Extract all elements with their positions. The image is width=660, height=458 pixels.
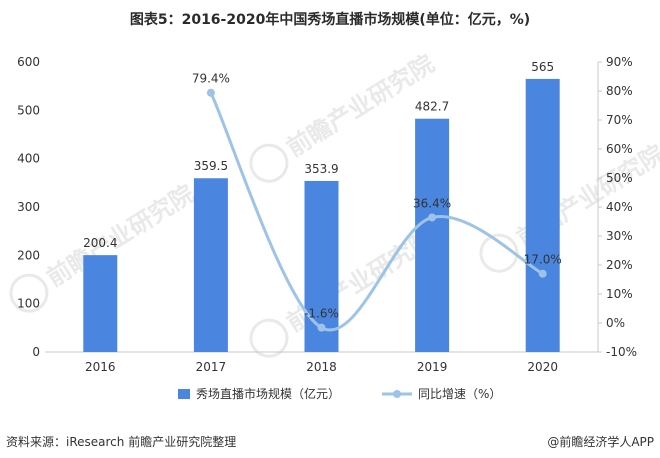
bar	[304, 180, 339, 352]
y-right-tick-label: 50%	[606, 171, 633, 185]
bar-value-label: 482.7	[415, 100, 449, 114]
source-note: 资料来源：iResearch 前瞻产业研究院整理	[6, 435, 237, 449]
y-right-tick-label: 30%	[606, 229, 633, 243]
x-tick-label: 2018	[306, 360, 337, 374]
legend-line-marker	[393, 390, 401, 398]
growth-point	[428, 213, 437, 222]
x-axis: 2016 2017 2018 2019 2020	[85, 360, 558, 374]
x-tick-label: 2020	[527, 360, 558, 374]
y-left-tick-label: 0	[32, 345, 40, 359]
bar-series	[83, 78, 560, 353]
growth-line	[209, 92, 544, 332]
watermark: 前瞻产业研究院	[249, 50, 439, 183]
growth-point	[538, 269, 547, 278]
y-right-tick-label: -10%	[606, 345, 637, 359]
y-right-tick-label: 40%	[606, 200, 633, 214]
growth-value-label: -1.6%	[304, 307, 339, 321]
watermark: 前瞻产业研究院	[249, 225, 439, 358]
y-left-tick-label: 500	[17, 103, 40, 117]
legend-bar-swatch	[178, 389, 190, 399]
y-right-tick-label: 80%	[606, 84, 633, 98]
svg-text:前瞻产业研究院: 前瞻产业研究院	[42, 180, 199, 293]
y-right-tick-label: 10%	[606, 287, 633, 301]
bar-value-labels: 200.4 359.5 353.9 482.7 565	[83, 60, 554, 250]
growth-value-label: 79.4%	[192, 72, 230, 86]
y-right-tick-label: 90%	[606, 55, 633, 69]
legend: 秀场直播市场规模（亿元） 同比增速（%）	[178, 386, 501, 401]
growth-point	[317, 323, 326, 332]
growth-point	[206, 88, 215, 97]
legend-line-label: 同比增速（%）	[418, 387, 501, 401]
bar	[525, 78, 560, 353]
bar-value-label: 565	[531, 60, 554, 74]
y-left-tick-label: 200	[17, 248, 40, 262]
y-left-tick-label: 600	[17, 55, 40, 69]
brand-credit: @前瞻经济学人APP	[547, 435, 654, 449]
bar	[415, 118, 450, 352]
left-axis: 0 100 200 300 400 500 600	[17, 55, 40, 359]
growth-value-labels: 79.4% -1.6% 36.4% 17.0%	[192, 72, 562, 321]
bar	[83, 255, 118, 352]
y-left-tick-label: 100	[17, 297, 40, 311]
y-left-tick-label: 300	[17, 200, 40, 214]
growth-points	[206, 88, 547, 332]
bar-value-label: 353.9	[304, 162, 338, 176]
bar-value-label: 200.4	[83, 236, 117, 250]
bar	[193, 178, 228, 352]
right-axis: -10% 0% 10% 20% 30% 40% 50% 60% 70% 80% 90%	[597, 55, 637, 359]
x-tick-label: 2017	[196, 360, 227, 374]
x-tick-label: 2016	[85, 360, 116, 374]
y-right-tick-label: 70%	[606, 113, 633, 127]
y-right-tick-label: 60%	[606, 142, 633, 156]
bar-value-label: 359.5	[194, 159, 228, 173]
growth-value-label: 17.0%	[524, 253, 562, 267]
y-right-tick-label: 0%	[606, 316, 625, 330]
y-left-tick-label: 400	[17, 152, 40, 166]
y-right-tick-label: 20%	[606, 258, 633, 272]
legend-bar-label: 秀场直播市场规模（亿元）	[196, 386, 340, 401]
chart-title: 图表5：2016-2020年中国秀场直播市场规模(单位：亿元，%)	[129, 12, 531, 28]
x-tick-label: 2019	[417, 360, 448, 374]
growth-value-label: 36.4%	[413, 196, 451, 210]
